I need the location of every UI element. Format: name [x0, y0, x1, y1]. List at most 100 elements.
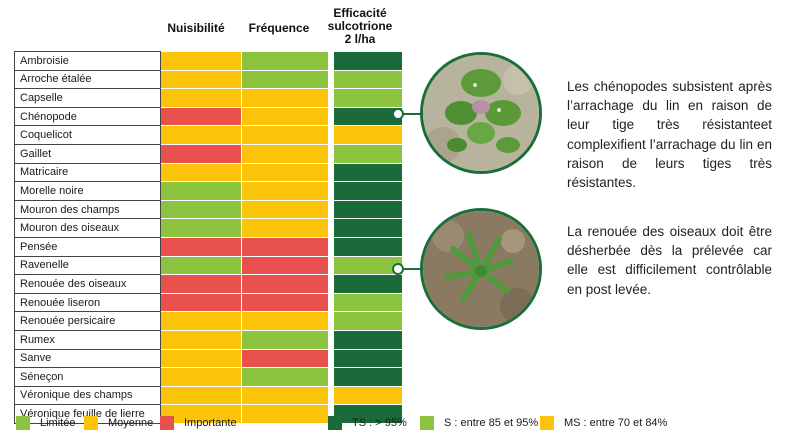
weed-name: Renouée liseron [14, 292, 161, 313]
frequence-cell [241, 218, 329, 238]
efficacite-cell [333, 143, 403, 164]
weed-name: Sanve [14, 348, 161, 369]
efficacite-cell [333, 181, 403, 201]
table-row: Ravenelle [14, 255, 403, 276]
weed-name: Mouron des oiseaux [14, 218, 161, 238]
frequence-cell [241, 367, 329, 387]
renouee-plant-icon [423, 211, 539, 327]
efficacite-cell [333, 329, 403, 350]
legend-swatch [328, 416, 342, 430]
nuisibilite-cell [160, 88, 242, 108]
frequence-cell [241, 69, 329, 90]
efficacite-cell [333, 218, 403, 238]
chenopode-photo [420, 52, 542, 174]
legend-label: TS : > 95% [352, 417, 407, 429]
weed-name: Chénopode [14, 106, 161, 127]
nuisibilite-cell [160, 255, 242, 276]
legend-label: Limitée [40, 417, 76, 429]
nuisibilite-cell [160, 218, 242, 238]
column-gap [328, 107, 334, 126]
column-gap [328, 144, 334, 164]
legend-label: Moyenne [108, 417, 154, 429]
table-row: Morelle noire [14, 181, 403, 201]
weed-name: Mouron des champs [14, 199, 161, 220]
column-gap [328, 88, 334, 108]
table-row: Véronique feuille de lierre [14, 404, 403, 424]
efficacite-cell [333, 292, 403, 313]
column-gap [328, 51, 334, 71]
header-frequence: Fréquence [248, 21, 310, 35]
weed-name: Renouée persicaire [14, 311, 161, 331]
table-row: Séneçon [14, 367, 403, 387]
legend-nuisibilite-1: Limitée [16, 415, 75, 431]
column-gap [328, 218, 334, 238]
nuisibilite-cell [160, 162, 242, 183]
efficacite-cell [333, 404, 403, 424]
column-gap [328, 386, 334, 405]
efficacite-cell [333, 274, 403, 294]
legend-swatch [540, 416, 554, 430]
legend-nuisibilite-3: Importante [160, 415, 237, 431]
column-gap [328, 181, 334, 201]
frequence-cell [241, 125, 329, 145]
column-gap [328, 404, 334, 424]
column-gap [328, 311, 334, 331]
frequence-cell [241, 162, 329, 183]
column-gap [328, 70, 334, 89]
nuisibilite-cell [160, 181, 242, 201]
weed-name: Pensée [14, 236, 161, 257]
nuisibilite-cell [160, 292, 242, 313]
nuisibilite-cell [160, 51, 242, 71]
table-row: Mouron des oiseaux [14, 218, 403, 238]
column-gap [328, 237, 334, 257]
column-gap [328, 367, 334, 387]
column-gap [328, 163, 334, 182]
table-row: Véronique des champs [14, 385, 403, 406]
efficacite-cell [333, 162, 403, 183]
efficacite-cell [333, 125, 403, 145]
efficacite-cell [333, 69, 403, 90]
nuisibilite-cell [160, 125, 242, 145]
header-efficacite-line1: Efficacité [333, 6, 387, 20]
efficacite-cell [333, 311, 403, 331]
note-chenopode: Les chénopodes subsistent après l’arrach… [567, 79, 772, 191]
frequence-cell [241, 329, 329, 350]
efficacite-cell [333, 367, 403, 387]
frequence-cell [241, 199, 329, 220]
weed-name: Renouée des oiseaux [14, 274, 161, 294]
note-renouee: La renouée des oiseaux doit être désherb… [567, 224, 772, 297]
legend-swatch [160, 416, 174, 430]
legend-swatch [420, 416, 434, 430]
column-gap [328, 256, 334, 275]
frequence-cell [241, 143, 329, 164]
table-row: Coquelicot [14, 125, 403, 145]
nuisibilite-cell [160, 143, 242, 164]
frequence-cell [241, 51, 329, 71]
nuisibilite-cell [160, 329, 242, 350]
table-row: Gaillet [14, 143, 403, 164]
legend-efficacite-2: S : entre 85 et 95% [420, 415, 538, 431]
frequence-cell [241, 236, 329, 257]
nuisibilite-cell [160, 274, 242, 294]
legend-swatch [84, 416, 98, 430]
header-efficacite-line3: 2 l/ha [344, 32, 376, 46]
nuisibilite-cell [160, 348, 242, 369]
frequence-cell [241, 106, 329, 127]
table-row: Arroche étalée [14, 69, 403, 90]
weed-name: Ambroisie [14, 51, 161, 71]
nuisibilite-cell [160, 69, 242, 90]
efficacite-cell [333, 199, 403, 220]
table-row: Renouée des oiseaux [14, 274, 403, 294]
legend-swatch [16, 416, 30, 430]
legend-label: Importante [184, 417, 237, 429]
weed-name: Capselle [14, 88, 161, 108]
legend-label: S : entre 85 et 95% [444, 417, 539, 429]
frequence-cell [241, 255, 329, 276]
column-gap [328, 349, 334, 368]
weed-name: Rumex [14, 329, 161, 350]
legend-efficacite-3: MS : entre 70 et 84% [540, 415, 667, 431]
legend-label: MS : entre 70 et 84% [564, 417, 668, 429]
header-efficacite: Efficacité sulcotrione 2 l/ha [326, 7, 394, 46]
renouee-photo [420, 208, 542, 330]
efficacite-cell [333, 88, 403, 108]
